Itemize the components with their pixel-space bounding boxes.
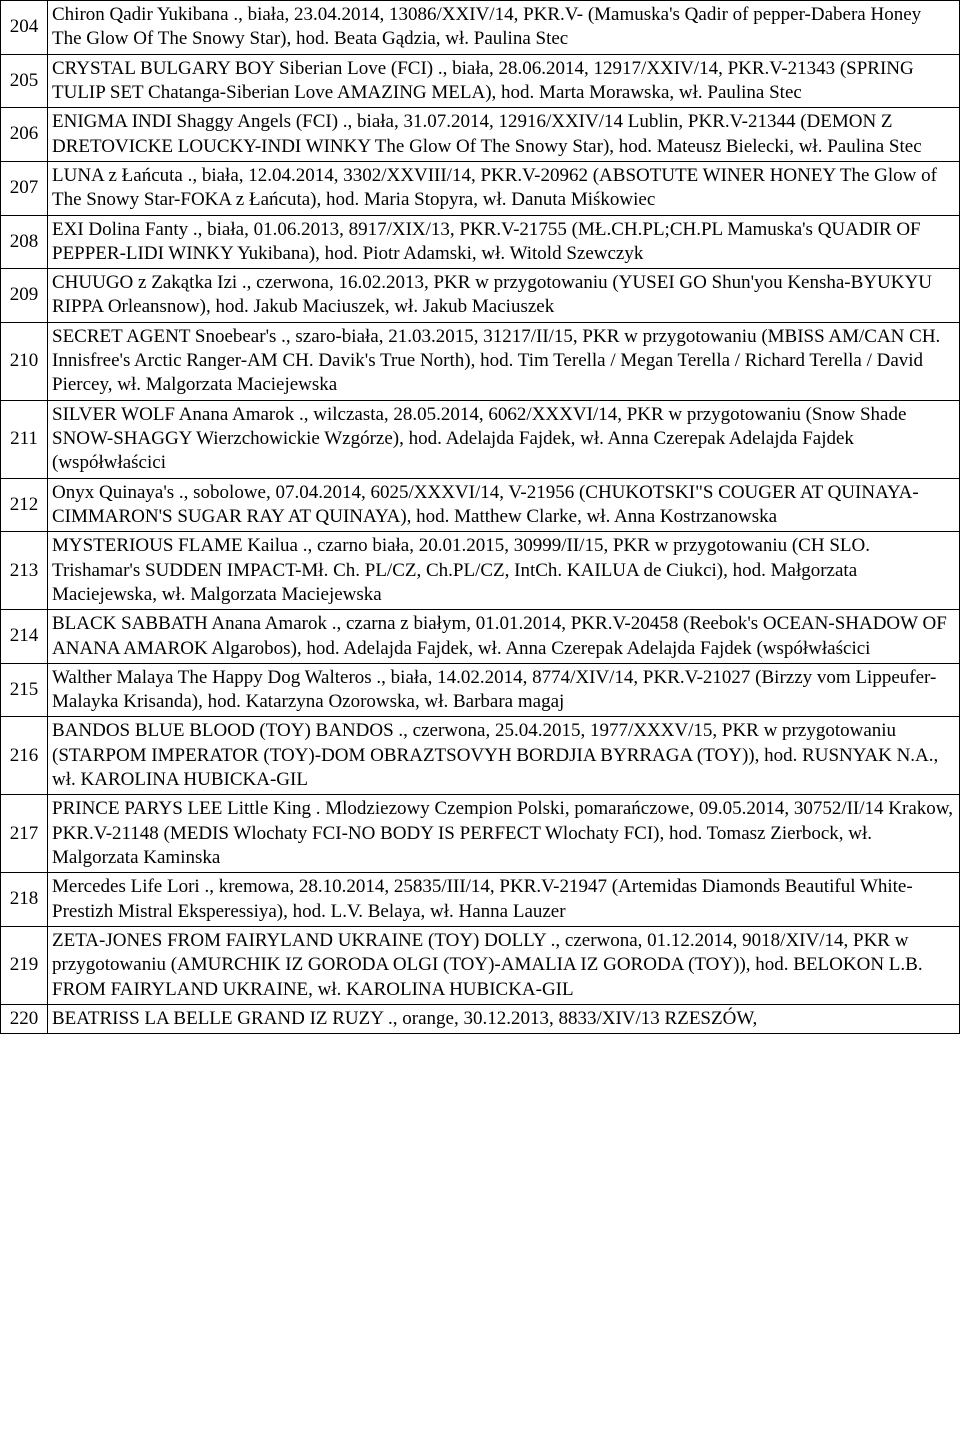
- entry-description: CHUUGO z Zakątka Izi ., czerwona, 16.02.…: [48, 269, 960, 323]
- entry-description: ENIGMA INDI Shaggy Angels (FCI) ., biała…: [48, 108, 960, 162]
- entry-description: BANDOS BLUE BLOOD (TOY) BANDOS ., czerwo…: [48, 717, 960, 795]
- entry-number: 220: [1, 1004, 48, 1033]
- entry-description: SILVER WOLF Anana Amarok ., wilczasta, 2…: [48, 400, 960, 478]
- table-row: 204 Chiron Qadir Yukibana ., biała, 23.0…: [1, 1, 960, 55]
- entry-description: PRINCE PARYS LEE Little King . Mlodziezo…: [48, 795, 960, 873]
- table-row: 206 ENIGMA INDI Shaggy Angels (FCI) ., b…: [1, 108, 960, 162]
- entry-number: 205: [1, 54, 48, 108]
- entry-description: LUNA z Łańcuta ., biała, 12.04.2014, 330…: [48, 161, 960, 215]
- table-row: 211 SILVER WOLF Anana Amarok ., wilczast…: [1, 400, 960, 478]
- entry-description: SECRET AGENT Snoebear's ., szaro-biała, …: [48, 322, 960, 400]
- entry-description: Mercedes Life Lori ., kremowa, 28.10.201…: [48, 873, 960, 927]
- table-row: 220 BEATRISS LA BELLE GRAND IZ RUZY ., o…: [1, 1004, 960, 1033]
- entry-number: 210: [1, 322, 48, 400]
- entry-description: Onyx Quinaya's ., sobolowe, 07.04.2014, …: [48, 478, 960, 532]
- entry-number: 209: [1, 269, 48, 323]
- entry-description: Chiron Qadir Yukibana ., biała, 23.04.20…: [48, 1, 960, 55]
- table-row: 208 EXI Dolina Fanty ., biała, 01.06.201…: [1, 215, 960, 269]
- table-row: 219 ZETA-JONES FROM FAIRYLAND UKRAINE (T…: [1, 926, 960, 1004]
- entry-number: 217: [1, 795, 48, 873]
- table-row: 212 Onyx Quinaya's ., sobolowe, 07.04.20…: [1, 478, 960, 532]
- table-row: 209 CHUUGO z Zakątka Izi ., czerwona, 16…: [1, 269, 960, 323]
- entry-number: 212: [1, 478, 48, 532]
- entry-number: 214: [1, 610, 48, 664]
- entry-number: 215: [1, 663, 48, 717]
- table-row: 217 PRINCE PARYS LEE Little King . Mlodz…: [1, 795, 960, 873]
- entry-number: 204: [1, 1, 48, 55]
- entry-description: Walther Malaya The Happy Dog Walteros .,…: [48, 663, 960, 717]
- entry-description: ZETA-JONES FROM FAIRYLAND UKRAINE (TOY) …: [48, 926, 960, 1004]
- table-row: 218 Mercedes Life Lori ., kremowa, 28.10…: [1, 873, 960, 927]
- entry-description: BLACK SABBATH Anana Amarok ., czarna z b…: [48, 610, 960, 664]
- entry-description: CRYSTAL BULGARY BOY Siberian Love (FCI) …: [48, 54, 960, 108]
- table-row: 215 Walther Malaya The Happy Dog Waltero…: [1, 663, 960, 717]
- entry-description: EXI Dolina Fanty ., biała, 01.06.2013, 8…: [48, 215, 960, 269]
- entry-number: 213: [1, 532, 48, 610]
- entry-number: 207: [1, 161, 48, 215]
- entry-number: 208: [1, 215, 48, 269]
- entry-description: MYSTERIOUS FLAME Kailua ., czarno biała,…: [48, 532, 960, 610]
- table-row: 216 BANDOS BLUE BLOOD (TOY) BANDOS ., cz…: [1, 717, 960, 795]
- table-row: 213 MYSTERIOUS FLAME Kailua ., czarno bi…: [1, 532, 960, 610]
- entry-number: 211: [1, 400, 48, 478]
- table-row: 214 BLACK SABBATH Anana Amarok ., czarna…: [1, 610, 960, 664]
- dog-catalog-table: 204 Chiron Qadir Yukibana ., biała, 23.0…: [0, 0, 960, 1034]
- table-row: 207 LUNA z Łańcuta ., biała, 12.04.2014,…: [1, 161, 960, 215]
- entry-description: BEATRISS LA BELLE GRAND IZ RUZY ., orang…: [48, 1004, 960, 1033]
- entry-number: 219: [1, 926, 48, 1004]
- table-row: 210 SECRET AGENT Snoebear's ., szaro-bia…: [1, 322, 960, 400]
- entry-number: 218: [1, 873, 48, 927]
- table-row: 205 CRYSTAL BULGARY BOY Siberian Love (F…: [1, 54, 960, 108]
- entry-number: 206: [1, 108, 48, 162]
- entry-number: 216: [1, 717, 48, 795]
